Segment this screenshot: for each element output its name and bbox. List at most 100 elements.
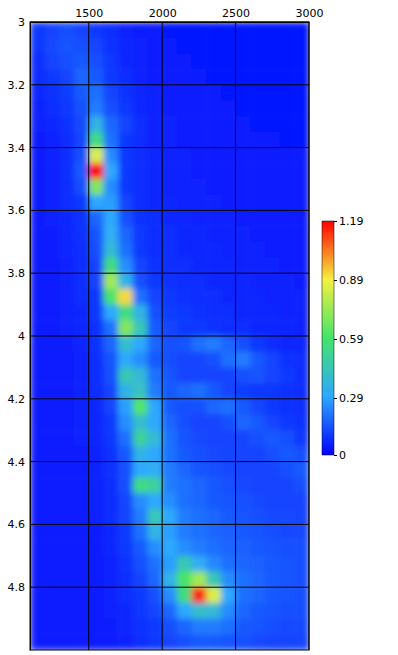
tick-label: 1.19	[339, 215, 364, 228]
heatmap-cell	[133, 69, 148, 85]
heatmap-cell	[236, 305, 251, 321]
heatmap-cell	[177, 367, 192, 383]
tick: 1.19	[334, 215, 364, 228]
heatmap-cell	[118, 258, 133, 274]
heatmap-cell	[162, 619, 177, 635]
heatmap-cell	[30, 22, 45, 38]
heatmap-cell	[294, 132, 309, 148]
heatmap-cell	[294, 289, 309, 305]
heatmap-cell	[162, 634, 177, 650]
tick: 3.2	[8, 79, 31, 92]
heatmap-cell	[89, 226, 104, 242]
heatmap-cell	[30, 179, 45, 195]
heatmap-cell	[162, 273, 177, 289]
heatmap-cell	[236, 540, 251, 556]
heatmap-cell	[192, 22, 207, 38]
heatmap-cell	[30, 634, 45, 650]
heatmap-cell	[265, 163, 280, 179]
heatmap-cell	[280, 603, 295, 619]
heatmap-cell	[206, 477, 221, 493]
heatmap-cell	[236, 477, 251, 493]
heatmap-cell	[280, 415, 295, 431]
heatmap-cell	[147, 430, 162, 446]
heatmap-cell	[177, 195, 192, 211]
heatmap-cell	[192, 556, 207, 572]
heatmap-cell	[192, 226, 207, 242]
heatmap-cell	[147, 540, 162, 556]
heatmap-cell	[45, 148, 60, 164]
heatmap-cell	[177, 587, 192, 603]
heatmap-cell	[280, 179, 295, 195]
heatmap-cell	[74, 210, 89, 226]
heatmap-cell	[45, 305, 60, 321]
heatmap-cell	[30, 226, 45, 242]
heatmap-cell	[192, 634, 207, 650]
heatmap-cell	[45, 163, 60, 179]
heatmap-cell	[265, 116, 280, 132]
heatmap-cell	[74, 493, 89, 509]
heatmap-cell	[265, 415, 280, 431]
heatmap-cell	[45, 493, 60, 509]
heatmap-cell	[221, 352, 236, 368]
heatmap-cell	[103, 367, 118, 383]
heatmap-cell	[236, 101, 251, 117]
heatmap-cell	[280, 619, 295, 635]
heatmap-cell	[45, 116, 60, 132]
heatmap-cell	[265, 634, 280, 650]
heatmap-cell	[74, 352, 89, 368]
heatmap-cell	[265, 132, 280, 148]
heatmap-cell	[74, 320, 89, 336]
heatmap-cell	[59, 619, 74, 635]
heatmap-cell	[280, 148, 295, 164]
heatmap-cell	[280, 477, 295, 493]
heatmap-cell	[280, 22, 295, 38]
heatmap-cell	[74, 462, 89, 478]
heatmap-cell	[118, 619, 133, 635]
heatmap-cell	[265, 69, 280, 85]
heatmap-cell	[147, 179, 162, 195]
heatmap-cell	[74, 399, 89, 415]
heatmap-cell	[133, 509, 148, 525]
grid-line	[30, 587, 309, 588]
heatmap-cell	[162, 289, 177, 305]
heatmap-cell	[221, 53, 236, 69]
heatmap-cell	[192, 352, 207, 368]
heatmap-cell	[177, 352, 192, 368]
heatmap-cell	[103, 572, 118, 588]
heatmap-cell	[59, 116, 74, 132]
heatmap-cell	[177, 415, 192, 431]
heatmap-cell	[59, 242, 74, 258]
heatmap-cell	[118, 148, 133, 164]
heatmap-cell	[162, 242, 177, 258]
heatmap-cell	[206, 179, 221, 195]
heatmap-cell	[177, 179, 192, 195]
heatmap-cell	[89, 352, 104, 368]
heatmap-cell	[133, 352, 148, 368]
heatmap-cell	[162, 53, 177, 69]
heatmap-cell	[59, 556, 74, 572]
heatmap-cell	[206, 430, 221, 446]
heatmap-cell	[177, 242, 192, 258]
grid-line	[30, 398, 309, 399]
heatmap-cell	[59, 85, 74, 101]
heatmap-cell	[45, 540, 60, 556]
heatmap-cell	[147, 399, 162, 415]
heatmap-cell	[206, 242, 221, 258]
heatmap-cell	[147, 258, 162, 274]
heatmap-cell	[45, 446, 60, 462]
heatmap-cell	[89, 163, 104, 179]
heatmap-cell	[30, 619, 45, 635]
heatmap-cell	[294, 53, 309, 69]
heatmap-cell	[103, 53, 118, 69]
heatmap-cell	[294, 210, 309, 226]
heatmap-cell	[89, 53, 104, 69]
heatmap-cell	[206, 634, 221, 650]
heatmap-cell	[118, 462, 133, 478]
heatmap-cell	[133, 603, 148, 619]
heatmap-cell	[59, 273, 74, 289]
heatmap-cell	[59, 462, 74, 478]
heatmap-cell	[59, 477, 74, 493]
heatmap-cell	[45, 258, 60, 274]
heatmap-cell	[294, 69, 309, 85]
heatmap-cell	[294, 524, 309, 540]
